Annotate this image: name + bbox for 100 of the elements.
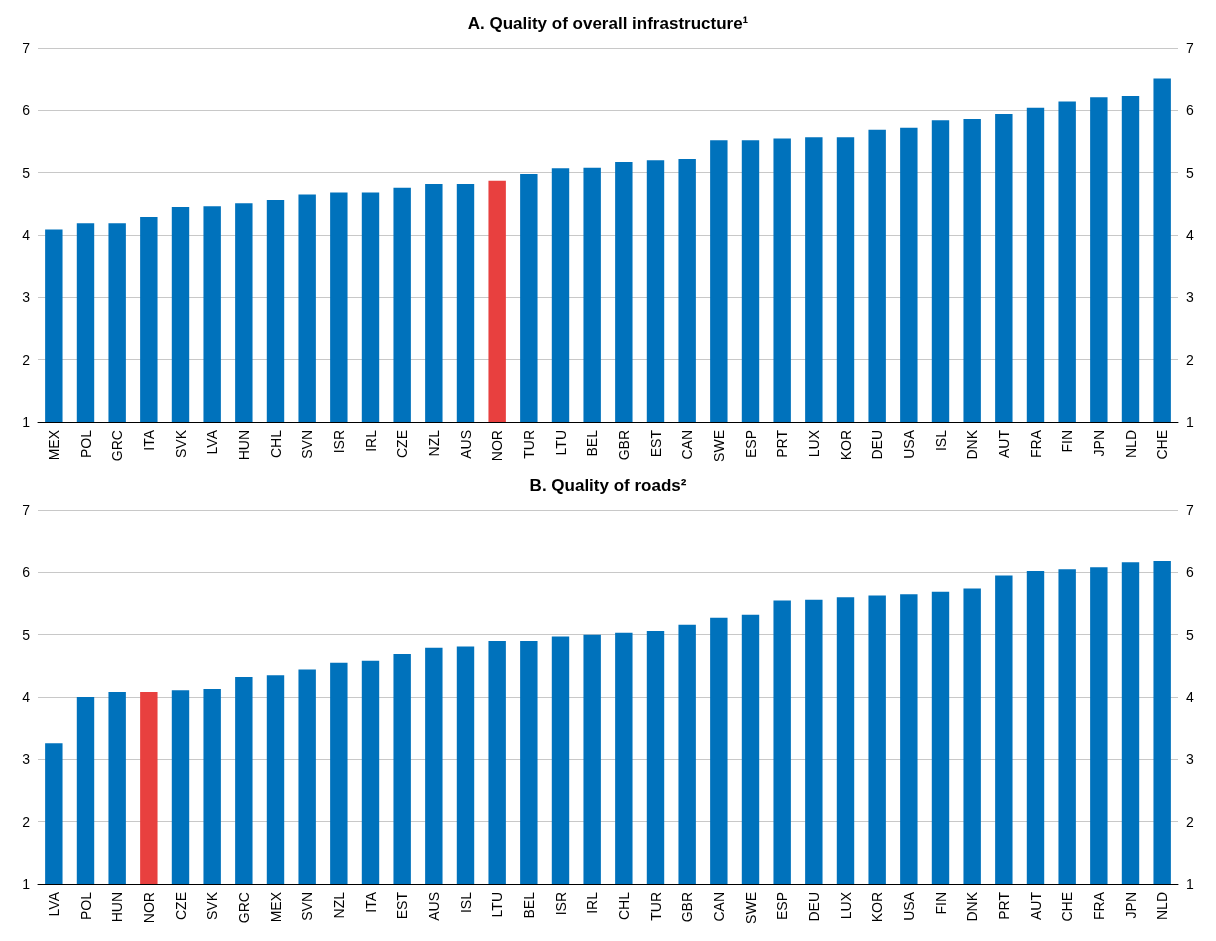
y2-tick-label: 5 — [1186, 626, 1194, 643]
x-tick-label: IRL — [584, 891, 601, 914]
x-tick-label: FRA — [1090, 891, 1107, 920]
x-tick-label: NZL — [425, 429, 442, 457]
chart-title: A. Quality of overall infrastructure¹ — [467, 14, 749, 33]
y2-tick-label: 1 — [1186, 414, 1194, 430]
x-tick-label: FIN — [1059, 430, 1076, 453]
x-tick-label: NOR — [140, 892, 157, 924]
x-tick-label: GRC — [235, 892, 252, 924]
x-tick-label: USA — [900, 891, 917, 921]
y2-tick-label: 4 — [1186, 227, 1194, 243]
y2-tick-label: 2 — [1186, 813, 1194, 830]
chart-title: B. Quality of roads² — [529, 476, 687, 495]
x-tick-label: AUS — [425, 892, 442, 921]
y-tick-label: 3 — [22, 289, 31, 306]
x-tick-label: USA — [900, 429, 917, 459]
x-tick-label: PRT — [774, 429, 791, 458]
x-tick-label: NLD — [1154, 892, 1171, 921]
x-tick-label: DEU — [869, 430, 886, 460]
x-tick-label: LVA — [45, 891, 62, 917]
x-tick-label: PRT — [995, 891, 1012, 920]
y-tick-label: 1 — [22, 876, 31, 892]
x-tick-label: ESP — [742, 430, 759, 459]
y2-tick-label: 1 — [1186, 876, 1194, 892]
x-tick-label: CHL — [267, 429, 284, 459]
x-tick-label: FRA — [1027, 429, 1044, 458]
y2-tick-label: 5 — [1186, 164, 1194, 181]
y2-tick-label: 3 — [1186, 751, 1194, 768]
x-tick-label: SWE — [710, 430, 727, 462]
x-tick-label: SWE — [742, 892, 759, 924]
x-tick-label: MEX — [267, 891, 284, 923]
x-tick-label: AUT — [995, 429, 1012, 458]
x-tick-label: ISR — [330, 430, 347, 454]
x-tick-label: HUN — [109, 892, 126, 923]
x-tick-label: SVK — [204, 891, 221, 921]
x-tick-label: ITA — [362, 891, 379, 913]
x-tick-label: CHE — [1059, 892, 1076, 922]
x-tick-label: DEU — [805, 892, 822, 922]
y-tick-label: 2 — [22, 351, 31, 368]
x-tick-label: DNK — [964, 891, 981, 922]
y2-tick-label: 6 — [1186, 102, 1194, 119]
y-tick-label: 5 — [22, 626, 31, 643]
y2-tick-label: 7 — [1186, 502, 1194, 518]
x-tick-label: IRL — [362, 429, 379, 452]
x-tick-label: NZL — [330, 891, 347, 919]
y2-tick-label: 6 — [1186, 564, 1194, 581]
y-tick-label: 6 — [22, 564, 31, 581]
x-tick-label: ISL — [932, 429, 949, 452]
x-tick-label: POL — [77, 891, 94, 921]
y-tick-label: 7 — [22, 40, 31, 56]
x-tick-label: CZE — [172, 892, 189, 920]
x-tick-label: BEL — [584, 429, 601, 457]
x-tick-label: SVK — [172, 429, 189, 459]
x-tick-label: LTU — [552, 430, 569, 456]
x-tick-label: LUX — [837, 891, 854, 920]
y-tick-label: 3 — [22, 751, 31, 768]
x-tick-label: LTU — [489, 892, 506, 918]
x-tick-label: KOR — [837, 430, 854, 461]
y2-tick-label: 4 — [1186, 689, 1194, 705]
y-tick-label: 5 — [22, 164, 31, 181]
x-tick-label: GBR — [615, 430, 632, 461]
y2-tick-label: 3 — [1186, 289, 1194, 306]
x-tick-label: HUN — [235, 430, 252, 461]
y-tick-label: 2 — [22, 813, 31, 830]
x-tick-label: CAN — [679, 430, 696, 460]
x-tick-label: FIN — [932, 892, 949, 915]
x-tick-label: AUS — [457, 430, 474, 459]
x-tick-label: AUT — [1027, 891, 1044, 920]
x-tick-label: CHE — [1154, 430, 1171, 460]
x-tick-label: JPN — [1090, 430, 1107, 457]
x-tick-label: GRC — [109, 430, 126, 462]
x-tick-label: POL — [77, 429, 94, 459]
x-tick-label: ITA — [140, 429, 157, 451]
y-tick-label: 7 — [22, 502, 31, 518]
x-tick-label: NLD — [1122, 430, 1139, 459]
y-tick-label: 4 — [22, 689, 31, 705]
x-tick-label: JPN — [1122, 892, 1139, 919]
y-tick-label: 6 — [22, 102, 31, 119]
x-tick-label: NOR — [489, 430, 506, 462]
x-tick-label: LVA — [204, 429, 221, 455]
x-tick-label: BEL — [520, 891, 537, 919]
x-tick-label: TUR — [520, 430, 537, 459]
x-tick-label: ESP — [774, 892, 791, 921]
x-tick-label: LUX — [805, 429, 822, 458]
x-tick-label: SVN — [299, 430, 316, 459]
x-tick-label: ISL — [457, 891, 474, 914]
x-tick-label: GBR — [679, 892, 696, 923]
x-tick-label: ISR — [552, 892, 569, 916]
x-tick-label: SVN — [299, 892, 316, 921]
y2-tick-label: 2 — [1186, 351, 1194, 368]
x-tick-label: CAN — [710, 892, 727, 922]
x-tick-label: EST — [647, 429, 664, 458]
y2-tick-label: 7 — [1186, 40, 1194, 56]
y-tick-label: 1 — [22, 414, 31, 430]
x-tick-label: EST — [394, 891, 411, 920]
x-tick-label: CHL — [615, 891, 632, 921]
x-tick-label: TUR — [647, 892, 664, 921]
x-tick-label: CZE — [394, 430, 411, 458]
x-tick-label: KOR — [869, 892, 886, 923]
x-tick-label: MEX — [45, 429, 62, 461]
